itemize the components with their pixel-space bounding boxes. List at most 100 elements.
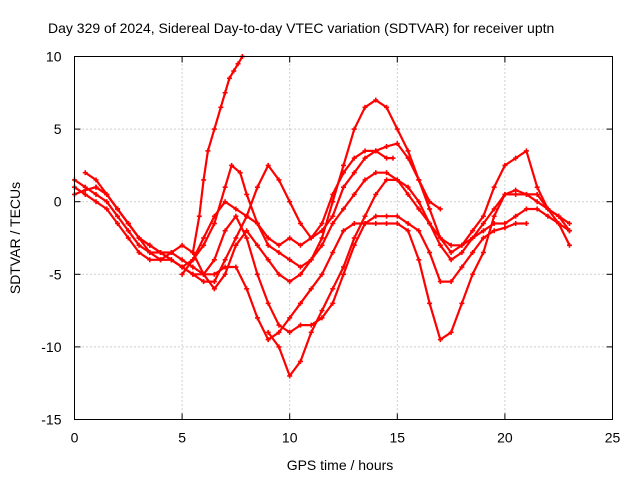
data-point — [394, 141, 400, 147]
y-tick-label: -5 — [49, 266, 62, 282]
data-point — [147, 250, 153, 256]
data-point — [244, 228, 250, 234]
data-point — [222, 228, 228, 234]
data-point — [491, 184, 497, 190]
x-tick-label: 15 — [390, 430, 406, 446]
data-point — [205, 148, 211, 154]
data-point — [287, 329, 293, 335]
data-point — [222, 90, 228, 96]
x-tick-label: 5 — [178, 430, 186, 446]
data-point — [384, 144, 390, 150]
data-point — [480, 235, 486, 241]
data-point — [93, 191, 99, 197]
data-point — [319, 271, 325, 277]
data-point — [297, 358, 303, 364]
data-point — [405, 148, 411, 154]
data-point — [384, 213, 390, 219]
data-point — [491, 213, 497, 219]
chart-title: Day 329 of 2024, Sidereal Day-to-day VTE… — [48, 20, 554, 36]
data-point — [297, 300, 303, 306]
data-point — [297, 220, 303, 226]
data-point — [190, 271, 196, 277]
data-point — [427, 220, 433, 226]
data-point — [459, 242, 465, 248]
data-point — [373, 220, 379, 226]
data-point — [427, 250, 433, 256]
data-point — [265, 337, 271, 343]
data-point — [502, 220, 508, 226]
data-point — [179, 257, 185, 263]
x-tick-label: 25 — [605, 430, 621, 446]
data-point — [297, 322, 303, 328]
data-point — [237, 170, 243, 176]
data-point — [319, 315, 325, 321]
y-tick-label: -15 — [41, 412, 61, 428]
x-tick-label: 20 — [497, 430, 513, 446]
data-point — [534, 206, 540, 212]
data-point — [470, 250, 476, 256]
data-point — [201, 242, 207, 248]
data-point — [168, 257, 174, 263]
data-point — [351, 155, 357, 161]
data-point — [556, 213, 562, 219]
data-point — [211, 213, 217, 219]
data-point — [222, 199, 228, 205]
data-point — [390, 155, 396, 161]
data-point — [190, 250, 196, 256]
data-point — [104, 206, 110, 212]
data-point — [362, 213, 368, 219]
data-point — [373, 213, 379, 219]
data-point — [218, 104, 224, 110]
data-point — [384, 220, 390, 226]
data-point — [265, 329, 271, 335]
data-point — [276, 177, 282, 183]
data-point — [502, 225, 508, 231]
data-point — [470, 271, 476, 277]
data-point — [502, 191, 508, 197]
data-point — [125, 220, 131, 226]
data-point — [211, 286, 217, 292]
data-point — [265, 257, 271, 263]
data-point — [125, 228, 131, 234]
data-point — [179, 264, 185, 270]
data-point — [330, 250, 336, 256]
data-point — [448, 279, 454, 285]
data-point — [231, 68, 237, 74]
data-point — [82, 170, 88, 176]
data-point — [513, 220, 519, 226]
data-point — [319, 220, 325, 226]
data-point — [459, 250, 465, 256]
data-point — [384, 177, 390, 183]
data-point — [384, 155, 390, 161]
data-point — [351, 170, 357, 176]
data-point — [470, 235, 476, 241]
data-point — [566, 242, 572, 248]
data-point — [158, 250, 164, 256]
data-point — [308, 322, 314, 328]
data-point — [405, 228, 411, 234]
data-point — [115, 206, 121, 212]
data-point — [491, 206, 497, 212]
data-point — [254, 220, 260, 226]
data-point — [201, 235, 207, 241]
data-point — [330, 213, 336, 219]
data-point — [136, 235, 142, 241]
data-point — [190, 257, 196, 263]
data-point — [233, 206, 239, 212]
data-point — [556, 220, 562, 226]
data-point — [297, 271, 303, 277]
data-point — [523, 191, 529, 197]
data-point — [405, 191, 411, 197]
data-point — [287, 279, 293, 285]
data-point — [287, 199, 293, 205]
data-point — [308, 286, 314, 292]
series-line — [181, 98, 571, 276]
y-tick-label: 5 — [54, 121, 62, 137]
data-point — [480, 228, 486, 234]
data-point — [394, 213, 400, 219]
data-point — [384, 170, 390, 176]
data-point — [287, 235, 293, 241]
data-point — [437, 242, 443, 248]
data-point — [196, 213, 202, 219]
